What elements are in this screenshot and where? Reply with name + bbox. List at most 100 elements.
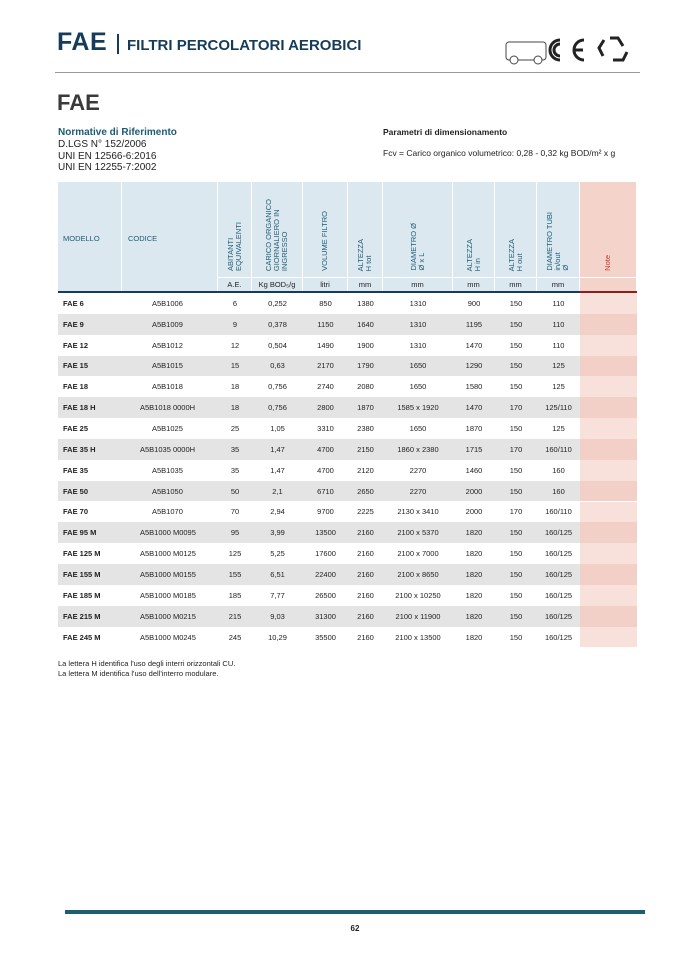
table-cell: 6,51: [270, 569, 285, 579]
table-cell: A5B1012: [152, 340, 183, 350]
table-cell: 6710: [317, 486, 334, 496]
header-rule: [58, 291, 580, 293]
table-cell: 12: [230, 340, 240, 350]
table-row: [58, 313, 580, 335]
table-cell: 3310: [317, 424, 334, 434]
table-cell: FAE 95 M: [63, 528, 97, 538]
note-cell: [580, 584, 637, 606]
table-cell: 2100 x 5370: [397, 528, 439, 538]
section-title: FAE: [57, 90, 100, 115]
footnote: La lettera H identifica l'uso degli inte…: [58, 659, 236, 668]
header-label: Note: [603, 255, 612, 271]
note-cell: [580, 501, 637, 523]
note-cell: [580, 626, 637, 648]
table-cell: FAE 35 H: [63, 444, 96, 454]
table-cell: 1580: [465, 382, 483, 392]
table-cell: 900: [467, 298, 481, 308]
header-label: INGRESSO: [280, 231, 289, 271]
header-label-text: ALTEZZA H tot: [356, 239, 373, 271]
table-cell: 125: [228, 549, 242, 559]
table-cell: 26500: [315, 590, 336, 600]
table-cell: 2150: [357, 444, 374, 454]
table-cell: 1820: [465, 549, 483, 559]
parameters-text: Fcv = Carico organico volumetrico: 0,28 …: [383, 148, 616, 158]
table-cell: 150: [509, 486, 523, 496]
table-cell: 1,05: [270, 424, 285, 434]
table-cell: 1310: [409, 340, 427, 350]
table-cell: 215: [228, 611, 242, 621]
table-cell: 9: [232, 319, 238, 329]
table-cell: FAE 18 H: [63, 403, 96, 413]
table-cell: A5B1035: [152, 465, 183, 475]
table-cell: 160/125: [544, 549, 573, 559]
brand-separator: [117, 34, 119, 54]
ce-c: [548, 38, 561, 62]
table-cell: 1,47: [270, 465, 285, 475]
table-cell: 2160: [357, 569, 374, 579]
table-row: [58, 438, 580, 460]
table-cell: 150: [509, 382, 523, 392]
table-row: [58, 584, 580, 606]
table-cell: A5B1070: [152, 507, 183, 517]
table-cell: A5B1035 0000H: [140, 444, 196, 454]
table-row: [58, 355, 580, 377]
note-cell: [580, 293, 637, 314]
normative-item: UNI EN 12566-6:2016: [58, 150, 157, 162]
table-cell: A5B1000 M0155: [140, 569, 196, 579]
table-cell: 35: [230, 465, 240, 475]
table-cell: 2270: [409, 486, 427, 496]
table-cell: FAE 50: [63, 486, 89, 496]
table-cell: 160: [552, 465, 565, 475]
table-cell: 95: [230, 528, 240, 538]
table-cell: 1,47: [270, 444, 285, 454]
recycle-icon: [597, 36, 629, 62]
table-cell: 50: [230, 486, 240, 496]
header-label: Ø: [561, 265, 570, 271]
table-cell: 13500: [315, 528, 336, 538]
table-cell: 2160: [357, 549, 374, 559]
table-row: [58, 522, 580, 544]
table-cell: 1650: [409, 382, 427, 392]
table-cell: FAE 215 M: [63, 611, 101, 621]
table-cell: 1715: [465, 444, 483, 454]
header-label-wrap: ALTEZZA H in: [453, 239, 494, 271]
table-cell: 2,94: [270, 507, 285, 517]
table-row: [58, 564, 580, 585]
table-cell: 35500: [315, 632, 336, 642]
table-cell: 1820: [465, 590, 483, 600]
table-cell: 1820: [465, 569, 483, 579]
note-cell: [580, 459, 637, 481]
table-cell: 850: [319, 298, 332, 308]
table-cell: 1470: [465, 340, 483, 350]
header-label: H tot: [364, 255, 373, 271]
table-cell: 2800: [317, 403, 334, 413]
table-cell: 2650: [357, 486, 374, 496]
column-header: MODELLO: [58, 182, 121, 291]
table-cell: 150: [509, 465, 523, 475]
table-cell: 22400: [315, 569, 336, 579]
table-cell: A5B1000 M0215: [140, 611, 196, 621]
header-label-text: ALTEZZA H in: [465, 239, 482, 271]
note-cell: [580, 605, 637, 627]
header-label-text: ALTEZZA H out: [507, 239, 524, 271]
table-row: [58, 397, 580, 419]
normative-title: Normative di Riferimento: [58, 127, 177, 138]
table-cell: 3,99: [270, 528, 285, 538]
table-cell: 170: [509, 507, 523, 517]
brand: FAE: [57, 28, 108, 56]
unit-cell: mm: [383, 278, 452, 291]
table-cell: FAE 185 M: [63, 590, 101, 600]
vehicle-icon: [505, 41, 547, 61]
header-label-wrap: ALTEZZA H out: [495, 239, 536, 271]
table-cell: 2100 x 10250: [395, 590, 441, 600]
table-cell: A5B1000 M0095: [140, 528, 196, 538]
table-cell: 110: [552, 319, 565, 329]
note-cell: [580, 564, 637, 585]
table-cell: 1150: [317, 319, 334, 329]
table-cell: 245: [228, 632, 242, 642]
note-cell: [580, 376, 637, 398]
header-label: VOLUME FILTRO: [320, 211, 329, 271]
table-cell: 1380: [357, 298, 374, 308]
